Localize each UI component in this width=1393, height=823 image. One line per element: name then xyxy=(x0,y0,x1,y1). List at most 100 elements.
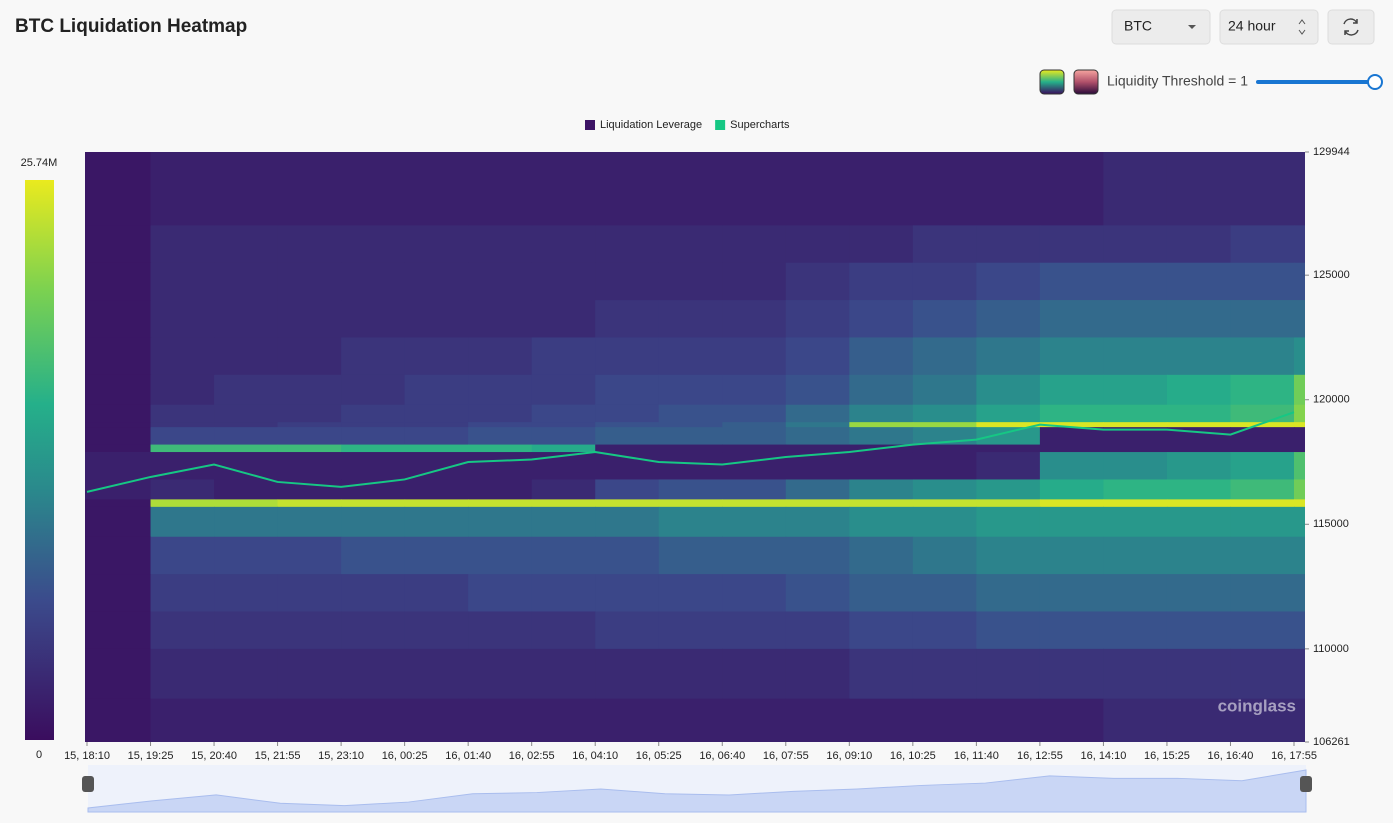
heat-cell xyxy=(85,536,152,575)
heat-cell xyxy=(849,611,914,650)
x-tick-label: 16, 00:25 xyxy=(382,750,428,762)
heat-cell xyxy=(912,452,977,480)
heat-cell xyxy=(976,536,1041,575)
heat-cell xyxy=(150,422,215,428)
legend-label[interactable]: Liquidation Leverage xyxy=(600,119,702,131)
heat-cell xyxy=(976,427,1041,446)
heat-cell xyxy=(1166,506,1231,538)
heat-cell xyxy=(404,611,469,650)
heat-cell xyxy=(849,374,914,406)
heat-cell xyxy=(1103,300,1168,338)
heat-cell xyxy=(214,452,279,480)
refresh-button[interactable] xyxy=(1327,9,1375,45)
heat-cell xyxy=(595,611,660,650)
heat-cell xyxy=(658,648,723,700)
dropdown-arrow xyxy=(1188,25,1196,29)
heat-cell xyxy=(1230,262,1295,301)
heat-cell xyxy=(150,152,215,226)
x-tick-label: 15, 20:40 xyxy=(191,750,237,762)
heat-cell xyxy=(595,499,660,508)
heat-cell xyxy=(595,300,660,338)
colorscale-swatch[interactable] xyxy=(1039,69,1065,95)
heat-cell xyxy=(595,698,660,742)
heat-cell xyxy=(658,300,723,338)
heat-cell xyxy=(912,152,977,226)
heat-cell xyxy=(214,648,279,700)
heat-cell xyxy=(912,422,977,428)
range-select[interactable] xyxy=(1219,9,1319,45)
heat-cell xyxy=(976,444,1041,453)
colorbar-label: 0 xyxy=(36,749,42,761)
heat-cell xyxy=(341,152,406,226)
heat-cell xyxy=(1039,422,1104,428)
heat-cell xyxy=(976,422,1041,428)
heat-cell xyxy=(1166,536,1231,575)
price-line xyxy=(86,411,1295,493)
heat-cell xyxy=(785,536,850,575)
heat-cell xyxy=(849,337,914,376)
heat-cell xyxy=(912,648,977,700)
heat-cell xyxy=(1294,479,1305,500)
heat-cell xyxy=(1103,611,1168,650)
heat-cell xyxy=(150,262,215,301)
heat-cell xyxy=(341,422,406,428)
heat-cell xyxy=(214,300,279,338)
watermark: coinglass xyxy=(1218,696,1296,715)
navigator-handle[interactable] xyxy=(1300,776,1312,792)
heat-cell xyxy=(1166,225,1231,264)
heat-cell xyxy=(785,152,850,226)
x-tick-label: 16, 10:25 xyxy=(890,750,936,762)
heat-cell xyxy=(1103,337,1168,376)
heat-cell xyxy=(277,479,342,500)
heat-cell xyxy=(1166,300,1231,338)
x-tick-label: 15, 19:25 xyxy=(128,750,174,762)
heat-cell xyxy=(277,404,342,423)
heat-cell xyxy=(150,404,215,423)
heat-cell xyxy=(468,422,533,428)
heat-cell xyxy=(1103,422,1168,428)
heat-cell xyxy=(531,427,596,446)
heat-cell xyxy=(658,225,723,264)
heat-cell xyxy=(912,479,977,500)
heat-cell xyxy=(658,574,723,612)
threshold-label: Liquidity Threshold = 1 xyxy=(1107,73,1248,89)
heat-cell xyxy=(722,422,787,428)
heat-cell xyxy=(531,337,596,376)
legend-swatch[interactable] xyxy=(715,120,726,130)
heat-cell xyxy=(1103,506,1168,538)
heat-cell xyxy=(722,574,787,612)
heat-cell xyxy=(404,499,469,508)
heat-cell xyxy=(1294,262,1305,301)
heat-cell xyxy=(912,374,977,406)
heat-cell xyxy=(468,574,533,612)
heat-cell xyxy=(85,404,152,423)
heat-cell xyxy=(849,452,914,480)
heat-cell xyxy=(785,262,850,301)
heat-cell xyxy=(785,300,850,338)
slider-track[interactable] xyxy=(1256,80,1374,84)
heat-cell xyxy=(85,422,152,428)
heat-cell xyxy=(1166,611,1231,650)
x-tick-label: 15, 21:55 xyxy=(255,750,301,762)
heat-cell xyxy=(341,337,406,376)
heat-cell xyxy=(341,536,406,575)
heat-cell xyxy=(150,374,215,406)
heat-cell xyxy=(976,300,1041,338)
heat-cell xyxy=(785,611,850,650)
legend-swatch[interactable] xyxy=(585,120,595,130)
x-tick-label: 16, 12:55 xyxy=(1017,750,1063,762)
legend-label[interactable]: Supercharts xyxy=(730,119,790,131)
heat-cell xyxy=(150,574,215,612)
slider-thumb[interactable] xyxy=(1367,74,1383,90)
navigator-handle[interactable] xyxy=(82,776,94,792)
colorscale-swatch[interactable] xyxy=(1073,69,1099,95)
heat-cell xyxy=(1230,536,1295,575)
heat-cell xyxy=(468,536,533,575)
heat-cell xyxy=(1039,574,1104,612)
heat-cell xyxy=(468,611,533,650)
heat-cell xyxy=(1166,574,1231,612)
heat-cell xyxy=(85,337,152,376)
heat-cell xyxy=(912,404,977,423)
symbol-select[interactable] xyxy=(1111,9,1211,45)
heat-cell xyxy=(722,300,787,338)
